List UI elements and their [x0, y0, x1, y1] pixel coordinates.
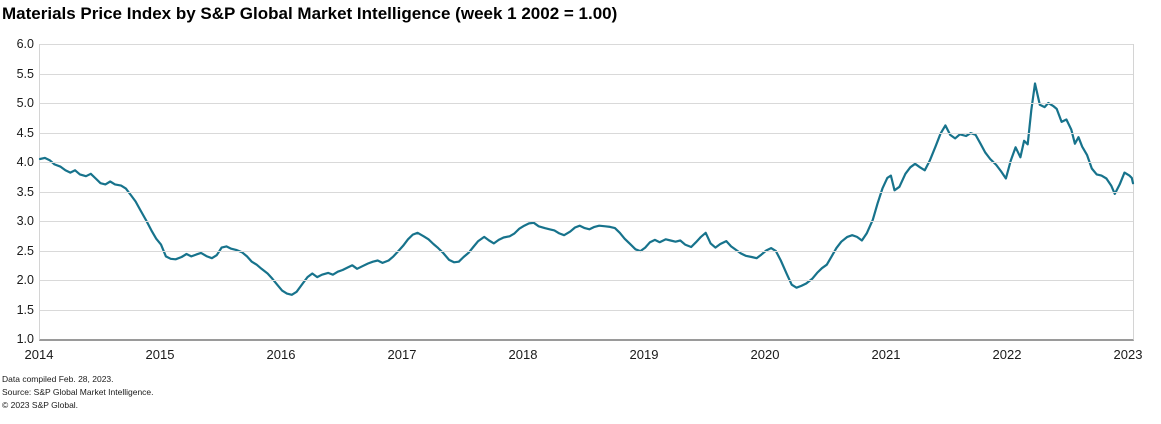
gridline	[40, 133, 1133, 134]
gridline	[40, 221, 1133, 222]
plot-area	[38, 44, 1135, 341]
y-tick-label: 1.5	[16, 303, 34, 317]
gridline	[40, 310, 1133, 311]
y-tick-label: 1.0	[16, 332, 34, 346]
x-tick-label: 2021	[871, 347, 901, 362]
gridline	[40, 192, 1133, 193]
y-tick-label: 6.0	[16, 37, 34, 51]
y-tick-label: 2.0	[16, 273, 34, 287]
footnotes: Data compiled Feb. 28, 2023. Source: S&P…	[2, 373, 154, 412]
y-tick-label: 2.5	[16, 244, 34, 258]
y-tick-label: 4.0	[16, 155, 34, 169]
gridline	[40, 280, 1133, 281]
chart-title: Materials Price Index by S&P Global Mark…	[2, 4, 618, 23]
y-tick-label: 5.0	[16, 96, 34, 110]
x-tick-label: 2014	[24, 347, 54, 362]
footnote-compiled: Data compiled Feb. 28, 2023.	[2, 374, 114, 384]
y-tick-label: 3.0	[16, 214, 34, 228]
x-tick-label: 2022	[992, 347, 1022, 362]
x-tick-label: 2023	[1113, 347, 1143, 362]
x-tick-label: 2018	[508, 347, 538, 362]
gridline	[40, 44, 1133, 45]
gridline	[40, 74, 1133, 75]
footnote-source: Source: S&P Global Market Intelligence.	[2, 387, 154, 397]
price-index-line	[38, 82, 1135, 296]
gridline	[40, 251, 1133, 252]
x-tick-label: 2020	[750, 347, 780, 362]
x-tick-label: 2016	[266, 347, 296, 362]
y-tick-label: 4.5	[16, 126, 34, 140]
x-tick-label: 2019	[629, 347, 659, 362]
footnote-copyright: © 2023 S&P Global.	[2, 400, 79, 410]
x-tick-label: 2015	[145, 347, 175, 362]
gridline	[40, 162, 1133, 163]
x-tick-label: 2017	[387, 347, 417, 362]
y-tick-label: 5.5	[16, 67, 34, 81]
y-tick-label: 3.5	[16, 185, 34, 199]
gridline	[40, 103, 1133, 104]
